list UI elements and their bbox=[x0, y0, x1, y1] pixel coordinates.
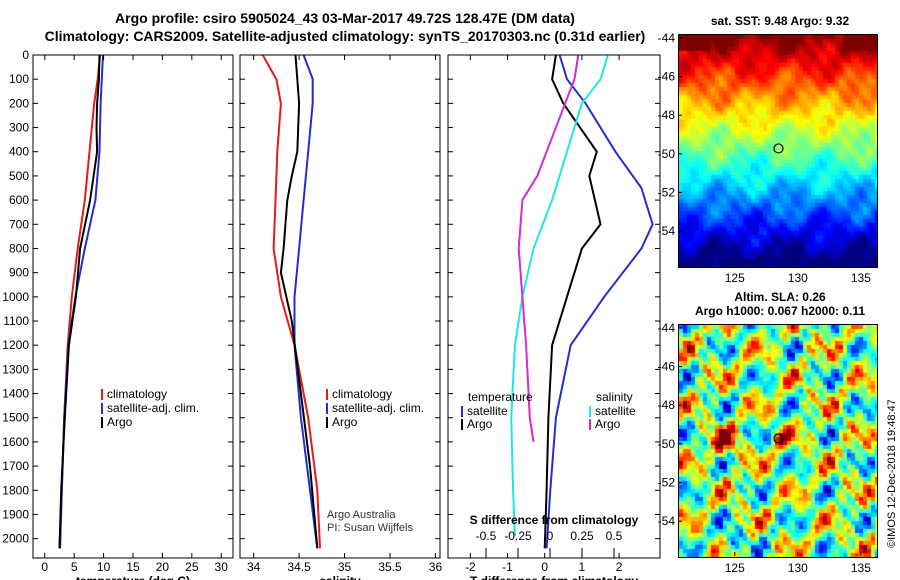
y-tick-label-18: 1800 bbox=[2, 483, 29, 497]
series-line-salinity-1 bbox=[293, 55, 319, 549]
annotation-line-2: PI: Susan Wijffels bbox=[327, 522, 413, 534]
x-tick-label-salinity-4: 36 bbox=[429, 560, 443, 574]
credit-text: ©IMOS 12-Dec-2018 19:48:47 bbox=[886, 399, 898, 548]
panel-differences: -2 -1 0 1 2T difference from climatology bbox=[447, 54, 661, 580]
y-tick-label-11: 1100 bbox=[3, 314, 29, 328]
series-line-salinity-2 bbox=[279, 55, 319, 549]
series-line-differences-0 bbox=[545, 55, 654, 549]
sst-map-image bbox=[679, 35, 877, 267]
plot-frame-differences bbox=[447, 54, 661, 559]
y-tick-label-8: 800 bbox=[9, 241, 29, 255]
legend-differences: temperature salinitysatelliteArgosatellit… bbox=[461, 390, 639, 558]
x-tick-label-temperature-2: 10 bbox=[97, 560, 111, 574]
x-tick-label-salinity-3: 35.5 bbox=[378, 560, 402, 574]
x-tick-label-temperature-1: 5 bbox=[71, 560, 78, 574]
x2-tick-label-3: 0.25 bbox=[570, 529, 594, 543]
x-axis-label-temperature: temperature (deg C) bbox=[76, 574, 190, 580]
series-line-differences-1 bbox=[543, 55, 602, 549]
figure-subtitle: Climatology: CARS2009. Satellite-adjuste… bbox=[44, 28, 646, 44]
y-tick-label-4: 400 bbox=[9, 145, 29, 159]
x-tick-label-salinity-1: 34.5 bbox=[287, 560, 311, 574]
x2-axis-label: S difference from climatology bbox=[470, 513, 639, 527]
legend-label-diff-0-1: Argo bbox=[467, 417, 493, 431]
panel-salinity: 34 34.5 35 35.5 36 salinity bbox=[239, 54, 443, 580]
y-tick-label-19: 1900 bbox=[2, 507, 29, 521]
x2-tick-label-0: -0.5 bbox=[476, 529, 497, 543]
x-tick-label-salinity-0: 34 bbox=[247, 560, 261, 574]
y-tick-label-15: 1500 bbox=[2, 411, 29, 425]
legend-label-salinity-1: satellite-adj. clim. bbox=[332, 401, 424, 415]
sla-map bbox=[678, 324, 878, 558]
x-tick-label-differences-3: 1 bbox=[579, 560, 586, 574]
x-tick-label-temperature-5: 25 bbox=[185, 560, 199, 574]
legend-label-diff-1-0: satellite bbox=[595, 404, 636, 418]
legend-label-diff-0-0: satellite bbox=[467, 404, 508, 418]
panel-temperature: 0 5 10 15 20 25 300100200300400500600700800900… bbox=[2, 48, 234, 580]
legend-title-temperature: temperature bbox=[468, 390, 533, 404]
y-tick-label-1: 100 bbox=[9, 72, 29, 86]
x-tick-label-temperature-6: 30 bbox=[215, 560, 229, 574]
y-tick-label-20: 2000 bbox=[2, 532, 29, 546]
plot-frame-salinity bbox=[239, 54, 441, 559]
x2-tick-label-1: -0.25 bbox=[504, 529, 532, 543]
legend-label-temperature-0: climatology bbox=[107, 387, 167, 401]
sla-map-image bbox=[679, 325, 877, 557]
y-tick-label-3: 300 bbox=[9, 121, 29, 135]
y-tick-label-12: 1200 bbox=[2, 338, 29, 352]
series-line-differences-2 bbox=[510, 55, 609, 537]
y-tick-label-0: 0 bbox=[22, 48, 29, 62]
x-tick-label-differences-0: -2 bbox=[465, 560, 476, 574]
y-tick-label-5: 500 bbox=[9, 169, 29, 183]
legend-label-diff-1-1: Argo bbox=[595, 417, 621, 431]
series-line-temperature-0 bbox=[58, 55, 102, 549]
y-tick-label-9: 900 bbox=[9, 266, 29, 280]
series-line-salinity-0 bbox=[261, 55, 321, 549]
series-line-temperature-2 bbox=[58, 55, 101, 549]
y-tick-label-7: 700 bbox=[9, 217, 29, 231]
x-tick-label-temperature-3: 15 bbox=[126, 560, 140, 574]
legend-label-temperature-2: Argo bbox=[107, 415, 133, 429]
sla-map-subtitle: Argo h1000: 0.067 h2000: 0.11 bbox=[694, 304, 866, 318]
y-tick-label-10: 1000 bbox=[2, 290, 29, 304]
annotation-line-1: Argo Australia bbox=[327, 509, 396, 521]
x-tick-label-differences-2: 0 bbox=[541, 560, 548, 574]
x-tick-label-differences-1: -1 bbox=[502, 560, 513, 574]
y-tick-label-16: 1600 bbox=[2, 435, 29, 449]
figure-title: Argo profile: csiro 5905024_43 03-Mar-20… bbox=[115, 10, 575, 26]
x-tick-label-temperature-4: 20 bbox=[156, 560, 170, 574]
x-tick-label-differences-4: 2 bbox=[616, 560, 623, 574]
sst-map-title: sat. SST: 9.48 Argo: 9.32 bbox=[710, 14, 850, 28]
x-axis-label-differences: T difference from climatology bbox=[470, 574, 638, 580]
y-tick-label-6: 600 bbox=[9, 193, 29, 207]
sla-map-title: Altim. SLA: 0.26 bbox=[734, 290, 826, 304]
legend-label-temperature-1: satellite-adj. clim. bbox=[107, 401, 199, 415]
y-tick-label-13: 1300 bbox=[2, 362, 29, 376]
y-tick-label-14: 1400 bbox=[2, 387, 29, 401]
y-tick-label-2: 200 bbox=[9, 96, 29, 110]
x-tick-label-temperature-0: 0 bbox=[41, 560, 48, 574]
legend-label-salinity-0: climatology bbox=[332, 387, 392, 401]
series-line-differences-3 bbox=[517, 55, 580, 443]
x2-tick-label-4: 0.5 bbox=[606, 529, 623, 543]
x-axis-label-salinity: salinity bbox=[319, 574, 361, 580]
x2-tick-label-2: 0 bbox=[547, 529, 554, 543]
legend-label-salinity-2: Argo bbox=[332, 415, 358, 429]
sst-map bbox=[678, 34, 878, 268]
legend-title-salinity: salinity bbox=[596, 390, 633, 404]
x-tick-label-salinity-2: 35 bbox=[338, 560, 352, 574]
y-tick-label-17: 1700 bbox=[2, 459, 29, 473]
